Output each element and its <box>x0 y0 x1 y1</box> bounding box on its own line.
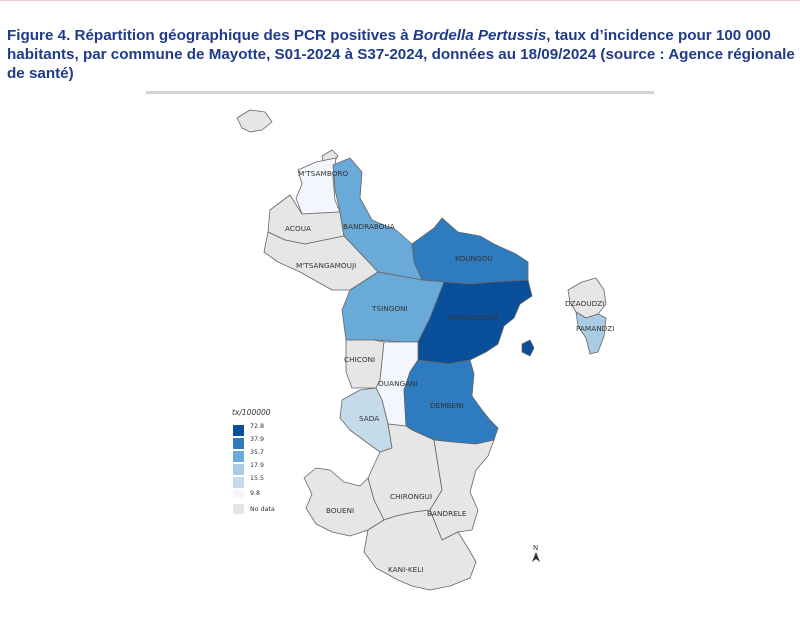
legend-break-1: 37.9 <box>250 436 264 443</box>
label-kani-keli: KANI-KELI <box>388 565 424 574</box>
label-acoua: ACOUA <box>285 224 311 233</box>
caption-divider <box>146 91 654 94</box>
legend-swatch-35-7 <box>233 451 244 462</box>
label-mtsangamouji: M'TSANGAMOUJI <box>296 261 356 270</box>
legend-swatch-72-8 <box>233 425 244 436</box>
label-dzaoudzi: DZAOUDZI <box>565 299 604 308</box>
commune-pamandzi[interactable] <box>575 311 607 355</box>
legend-swatch-17-9 <box>233 464 244 475</box>
map-legend: tx/100000 72.8 37.9 35.7 17.9 15.5 9.8 N… <box>232 408 275 514</box>
label-koungou: KOUNGOU <box>455 254 493 263</box>
caption-species: Bordella Pertussis <box>412 27 547 44</box>
legend-no-data: No data <box>250 506 275 513</box>
commune-kani-keli[interactable] <box>363 509 477 591</box>
islet-nw <box>236 109 273 133</box>
legend-break-0: 72.8 <box>250 423 264 430</box>
label-chirongui: CHIRONGUI <box>390 492 432 501</box>
figure-caption: Figure 4. Répartition géographique des P… <box>7 26 797 83</box>
label-mamoudzou: MAMOUDZOU <box>448 313 498 322</box>
commune-dzaoudzi[interactable] <box>567 277 607 319</box>
top-rule <box>0 0 800 1</box>
label-bandraboua: BANDRABOUA <box>343 222 395 231</box>
commune-koungou[interactable] <box>411 217 529 285</box>
label-chiconi: CHICONI <box>344 355 375 364</box>
caption-text-rest: , taux d’incidence pour 100 000 habitant… <box>7 27 795 82</box>
legend-swatch-37-9 <box>233 438 244 449</box>
label-pamandzi: PAMANDZI <box>576 324 614 333</box>
legend-break-2: 35.7 <box>250 449 264 456</box>
label-ouangani: OUANGANI <box>378 379 418 388</box>
north-arrow-letter: N <box>533 544 538 552</box>
label-boueni: BOUENI <box>326 506 354 515</box>
legend-swatch-15-5 <box>233 477 244 488</box>
label-mtsamboro: M'TSAMBORO <box>298 169 349 178</box>
label-dembeni: DEMBENI <box>430 401 464 410</box>
commune-mtsamboro[interactable] <box>295 157 341 215</box>
legend-swatch-9-8 <box>233 490 244 498</box>
north-arrow-icon: N <box>532 544 540 562</box>
label-sada: SADA <box>359 414 379 423</box>
legend-break-3: 17.9 <box>250 462 264 469</box>
islet-mamoudzou <box>521 339 535 357</box>
label-tsingoni: TSINGONI <box>371 304 408 313</box>
label-bandrele: BANDRELE <box>427 509 467 518</box>
legend-break-5: 9.8 <box>250 490 260 497</box>
legend-break-4: 15.5 <box>250 475 264 482</box>
legend-swatch-no-data <box>233 504 244 514</box>
legend-title: tx/100000 <box>232 408 271 417</box>
caption-text: Figure 4. Répartition géographique des P… <box>7 27 413 44</box>
